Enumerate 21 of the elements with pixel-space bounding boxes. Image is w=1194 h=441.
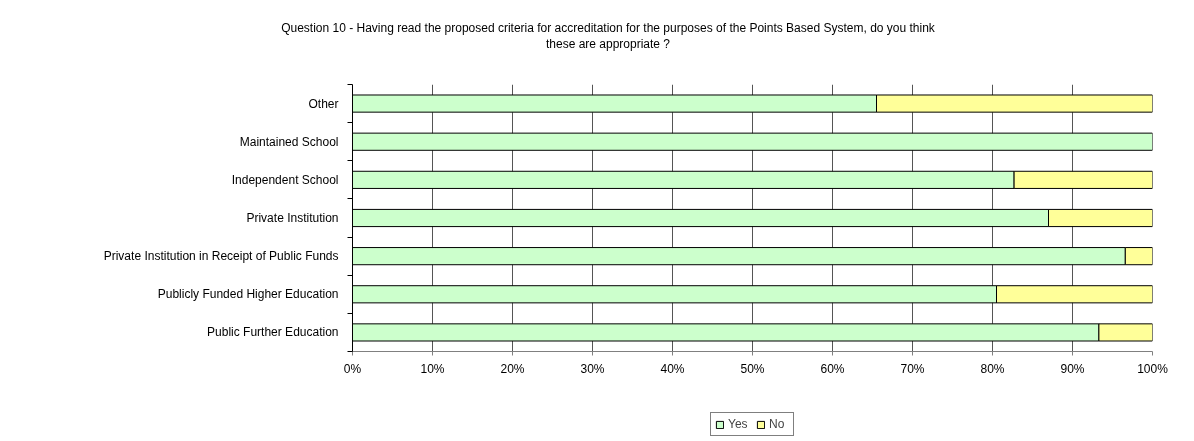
x-tick-label: 40%	[660, 361, 685, 376]
x-tick-label: 70%	[900, 361, 925, 376]
y-tick-label: Private Institution	[246, 211, 339, 225]
x-tick-label: 20%	[500, 361, 525, 376]
x-tick-label: 50%	[740, 361, 765, 376]
x-tick-label: 10%	[420, 361, 445, 376]
y-tick-label: Public Further Education	[207, 325, 339, 340]
y-tick-label: Publicly Funded Higher Education	[157, 287, 339, 302]
chart-title: Question 10 - Having read the proposed criteria for accreditation for the purposes of the Points Based System, do you think these are appropriate ?	[280, 20, 936, 52]
x-tick-label: 60%	[820, 361, 845, 376]
x-tick-label: 100%	[1137, 361, 1169, 376]
legend-label: No	[769, 417, 786, 431]
legend-label: Yes	[728, 417, 748, 431]
y-tick-label: Maintained School	[239, 134, 339, 149]
y-tick-label: Private Institution in Receipt of Public Funds	[103, 249, 339, 264]
y-tick-label: Independent School	[231, 172, 339, 187]
x-tick-label: 30%	[580, 361, 605, 376]
x-tick-label: 0%	[343, 361, 362, 376]
x-tick-label: 80%	[980, 361, 1005, 376]
y-tick-label: Other	[308, 96, 339, 111]
x-tick-label: 90%	[1060, 361, 1085, 376]
